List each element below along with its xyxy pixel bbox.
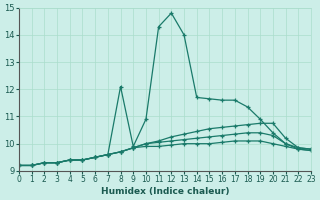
X-axis label: Humidex (Indice chaleur): Humidex (Indice chaleur) (101, 187, 229, 196)
